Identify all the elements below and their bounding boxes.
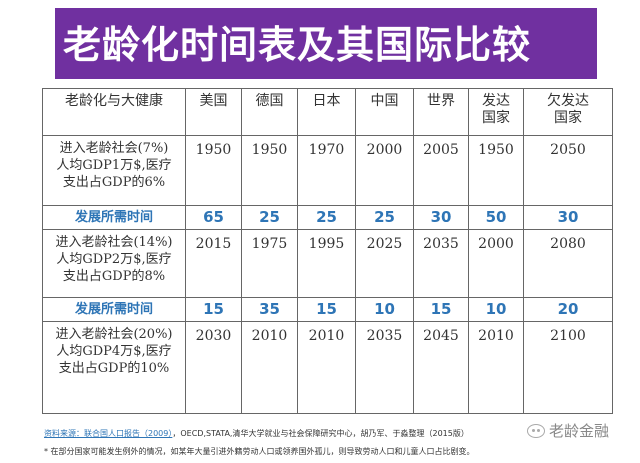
table-cell: 25 [355, 205, 414, 230]
table-cell: 10 [468, 297, 524, 322]
header-cell: 日本 [297, 88, 356, 136]
table-cell: 2080 [523, 229, 613, 298]
aging-timeline-table: 老龄化与大健康 美国 德国 日本 中国 世界 发达 国家 欠发达 国家 进入老龄… [42, 88, 613, 414]
footnote: * 在部分国家可能发生例外的情况，如某年大量引进外籍劳动人口或领养国外孤儿，则导… [44, 447, 475, 456]
table-cell: 2000 [355, 135, 414, 206]
header-cell: 美国 [185, 88, 242, 136]
table-cell: 1995 [297, 229, 356, 298]
table-cell: 1975 [241, 229, 298, 298]
title-banner: 老龄化时间表及其国际比较 [55, 8, 597, 79]
header-cell: 中国 [355, 88, 414, 136]
table-cell: 2035 [413, 229, 469, 298]
source-link[interactable]: 资料来源：联合国人口报告（2009） [44, 429, 173, 438]
header-cell: 德国 [241, 88, 298, 136]
table-cell: 30 [523, 205, 613, 230]
table-cell: 15 [185, 297, 242, 322]
table-cell: 1950 [185, 135, 242, 206]
table-cell: 25 [297, 205, 356, 230]
table-cell: 2010 [241, 321, 298, 414]
table-cell: 2100 [523, 321, 613, 414]
table-cell: 2025 [355, 229, 414, 298]
table-cell: 2015 [185, 229, 242, 298]
row-label: 发展所需时间 [42, 297, 186, 322]
table-cell: 30 [413, 205, 469, 230]
table-cell: 20 [523, 297, 613, 322]
table-cell: 65 [185, 205, 242, 230]
header-cell: 发达 国家 [468, 88, 524, 136]
source-citation: 资料来源：联合国人口报告（2009），OECD,STATA,清华大学就业与社会保… [44, 428, 584, 439]
table-row: 发展所需时间 65 25 25 25 30 50 30 [42, 205, 613, 230]
row-label: 发展所需时间 [42, 205, 186, 230]
table-cell: 2030 [185, 321, 242, 414]
table-header-row: 老龄化与大健康 美国 德国 日本 中国 世界 发达 国家 欠发达 国家 [42, 88, 613, 136]
table-cell: 1970 [297, 135, 356, 206]
header-cell: 欠发达 国家 [523, 88, 613, 136]
table-row: 发展所需时间 15 35 15 10 15 10 20 [42, 297, 613, 322]
table-cell: 15 [297, 297, 356, 322]
watermark: 老龄金融 [527, 420, 609, 441]
table-cell: 35 [241, 297, 298, 322]
watermark-text: 老龄金融 [549, 422, 610, 440]
table-cell: 2010 [468, 321, 524, 414]
header-cell: 老龄化与大健康 [42, 88, 186, 136]
table-row: 进入老龄社会(20%) 人均GDP4万$,医疗 支出占GDP的10% 2030 … [42, 321, 613, 414]
page-title: 老龄化时间表及其国际比较 [63, 23, 532, 67]
table-cell: 2035 [355, 321, 414, 414]
table-cell: 1950 [241, 135, 298, 206]
row-label: 进入老龄社会(20%) 人均GDP4万$,医疗 支出占GDP的10% [42, 321, 186, 414]
table-cell: 1950 [468, 135, 524, 206]
table-cell: 2045 [413, 321, 469, 414]
table-cell: 50 [468, 205, 524, 230]
table-row: 进入老龄社会(14%) 人均GDP2万$,医疗 支出占GDP的8% 2015 1… [42, 229, 613, 298]
table-cell: 25 [241, 205, 298, 230]
row-label: 进入老龄社会(7%) 人均GDP1万$,医疗 支出占GDP的6% [42, 135, 186, 206]
table-cell: 2050 [523, 135, 613, 206]
header-cell: 世界 [413, 88, 469, 136]
table-cell: 10 [355, 297, 414, 322]
source-text: ，OECD,STATA,清华大学就业与社会保障研究中心，胡乃军、于淼整理（201… [172, 429, 469, 438]
table-cell: 2000 [468, 229, 524, 298]
row-label: 进入老龄社会(14%) 人均GDP2万$,医疗 支出占GDP的8% [42, 229, 186, 298]
wechat-icon [527, 423, 545, 438]
table-row: 进入老龄社会(7%) 人均GDP1万$,医疗 支出占GDP的6% 1950 19… [42, 135, 613, 206]
table-cell: 2005 [413, 135, 469, 206]
table-cell: 15 [413, 297, 469, 322]
table-cell: 2010 [297, 321, 356, 414]
